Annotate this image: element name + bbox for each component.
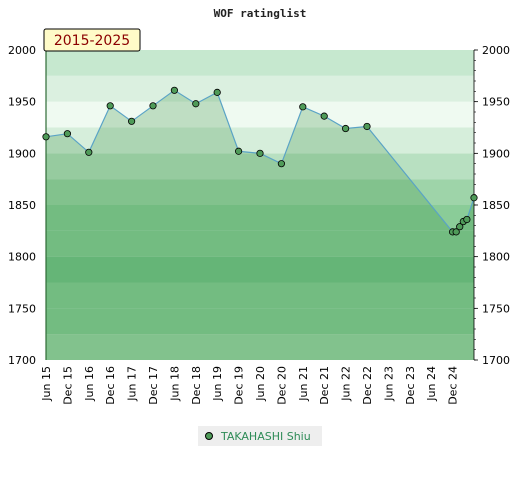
y-tick-label-left: 2000 <box>8 44 36 57</box>
x-tick-label: Jun 15 <box>40 366 53 402</box>
data-point <box>256 149 264 157</box>
data-point <box>213 88 221 96</box>
rating-bands <box>46 50 474 360</box>
data-point <box>320 112 328 120</box>
x-tick-label: Jun 20 <box>254 366 267 402</box>
rating-band <box>46 50 474 76</box>
x-tick-label: Dec 22 <box>361 366 374 405</box>
y-tick-label-right: 1750 <box>482 302 510 315</box>
x-tick-label: Dec 17 <box>147 366 160 405</box>
data-point <box>235 147 243 155</box>
x-tick-label: Dec 20 <box>275 366 288 405</box>
x-tick-label: Jun 18 <box>168 366 181 402</box>
rating-band <box>46 205 474 231</box>
x-tick-label: Jun 24 <box>425 366 438 402</box>
x-tick-label: Dec 16 <box>104 366 117 405</box>
y-tick-label-left: 1750 <box>8 302 36 315</box>
year-range-badge: 2015-2025 <box>43 28 141 52</box>
data-point <box>299 103 307 111</box>
legend-series-label: TAKAHASHI Shiu <box>221 429 311 443</box>
y-tick-label-right: 1950 <box>482 96 510 109</box>
x-tick-label: Jun 19 <box>211 366 224 402</box>
x-tick-label: Dec 23 <box>404 366 417 405</box>
rating-band <box>46 282 474 309</box>
y-tick-label-left: 1950 <box>8 96 36 109</box>
y-tick-label-left: 1900 <box>8 147 36 160</box>
data-markers <box>42 86 478 236</box>
x-tick-label: Jun 23 <box>382 366 395 402</box>
x-tick-label: Dec 21 <box>318 366 331 405</box>
x-axis: Jun 15 Dec 15 Jun 16 Dec 16 Jun 17 Dec 17 Jun … <box>40 366 460 405</box>
data-point <box>63 130 72 138</box>
data-point <box>277 160 285 168</box>
data-point <box>106 102 114 110</box>
rating-band <box>46 127 474 154</box>
rating-area <box>46 90 474 361</box>
y-tick-label-right: 2000 <box>482 44 510 57</box>
data-point <box>192 100 200 108</box>
y-tick-label-right: 1900 <box>482 147 510 160</box>
y-tick-label-left: 1800 <box>8 251 36 264</box>
rating-band <box>46 101 474 128</box>
data-point <box>42 133 50 141</box>
y-tick-label-left: 1850 <box>8 199 36 212</box>
rating-band <box>46 153 474 180</box>
data-point <box>456 223 464 231</box>
x-tick-label: Dec 24 <box>447 366 460 405</box>
x-tick-label: Jun 22 <box>340 366 353 402</box>
x-tick-label: Jun 17 <box>126 366 139 402</box>
legend: TAKAHASHI Shiu <box>198 426 322 446</box>
rating-band <box>46 230 474 257</box>
data-point <box>470 194 478 202</box>
rating-band <box>46 179 474 205</box>
rating-band <box>46 334 474 360</box>
y-tick-label-right: 1850 <box>482 199 510 212</box>
data-point <box>452 228 460 236</box>
data-point <box>363 122 371 131</box>
rating-band <box>46 308 474 335</box>
y-tick-label-right: 1700 <box>482 354 510 367</box>
x-tick-label: Jun 21 <box>297 366 310 402</box>
y-axis-left: 1700 1750 1800 1850 1900 1950 2000 <box>8 44 36 367</box>
y-axis-right: 1700 1750 1800 1850 1900 1950 2000 <box>474 44 510 367</box>
year-range-label: 2015-2025 <box>54 33 130 49</box>
legend-marker-icon <box>205 432 213 440</box>
data-point <box>128 117 136 125</box>
x-tick-label: Dec 19 <box>233 366 246 405</box>
y-tick-label-left: 1700 <box>8 354 36 367</box>
x-tick-label: Dec 18 <box>190 366 203 405</box>
data-point <box>341 124 350 133</box>
rating-band <box>46 75 474 102</box>
data-point <box>85 148 93 156</box>
data-point <box>463 215 471 224</box>
data-point <box>149 102 157 110</box>
rating-band <box>46 256 474 283</box>
data-point <box>170 86 178 94</box>
x-tick-label: Jun 16 <box>83 366 96 402</box>
y-tick-label-right: 1800 <box>482 251 510 264</box>
x-tick-label: Dec 15 <box>61 366 74 405</box>
chart-title: WOF ratinglist <box>214 7 307 20</box>
